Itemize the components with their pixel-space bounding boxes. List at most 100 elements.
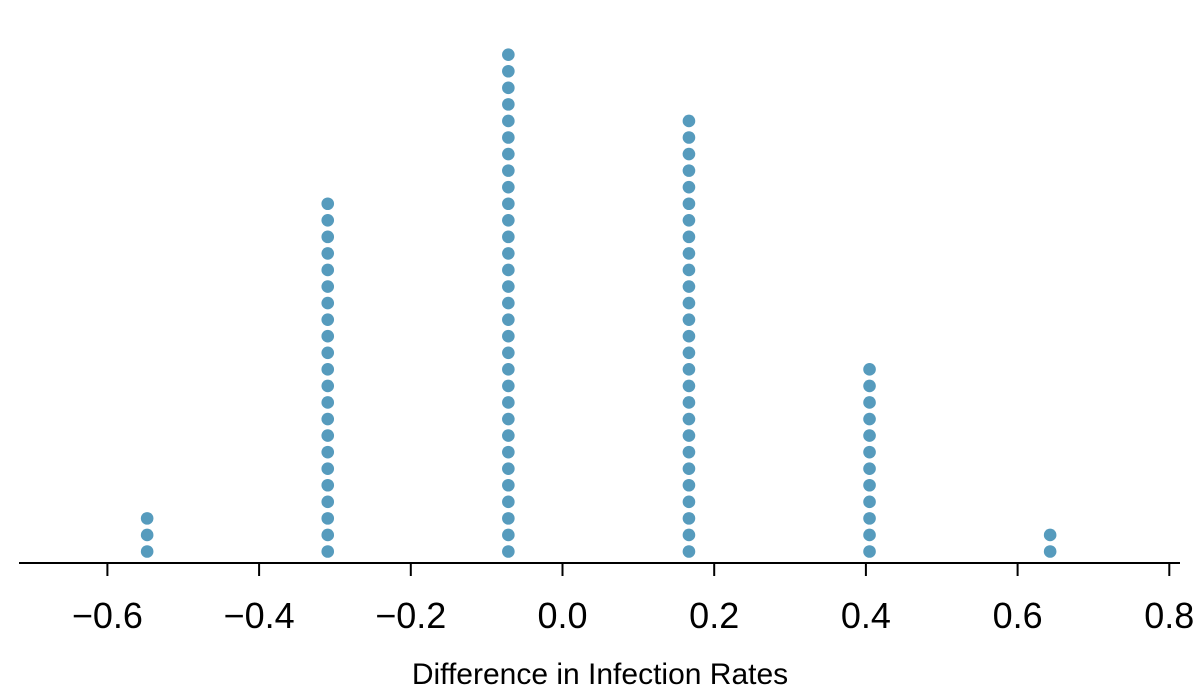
dot bbox=[321, 396, 335, 409]
dot bbox=[863, 429, 876, 442]
dot bbox=[140, 545, 154, 558]
dot bbox=[321, 296, 335, 310]
dot bbox=[502, 313, 515, 326]
dot bbox=[682, 412, 696, 426]
dot bbox=[321, 379, 335, 393]
dot bbox=[321, 230, 335, 244]
dot bbox=[321, 429, 335, 442]
dot bbox=[682, 214, 696, 227]
dot bbox=[321, 346, 335, 360]
dot bbox=[682, 180, 696, 194]
dot bbox=[682, 197, 696, 211]
dot bbox=[863, 512, 876, 525]
dot bbox=[502, 495, 515, 509]
dot bbox=[321, 478, 335, 492]
dot bbox=[321, 280, 335, 293]
dot bbox=[682, 280, 696, 293]
dot bbox=[502, 131, 515, 144]
dot bbox=[321, 197, 335, 211]
dot bbox=[682, 296, 696, 310]
dot bbox=[502, 412, 515, 426]
dot bbox=[863, 462, 876, 476]
dot bbox=[321, 528, 335, 542]
dot bbox=[682, 379, 696, 393]
dot bbox=[502, 64, 515, 78]
x-tick-label: 0.8 bbox=[1144, 595, 1194, 636]
dot bbox=[863, 379, 876, 393]
dot bbox=[682, 512, 696, 525]
dot bbox=[321, 214, 335, 227]
dot bbox=[682, 396, 696, 409]
dot bbox=[502, 396, 515, 409]
x-tick-label: 0.4 bbox=[841, 595, 891, 636]
dot bbox=[682, 147, 696, 161]
dot bbox=[140, 528, 154, 542]
dot bbox=[682, 346, 696, 360]
x-tick-label: 0.6 bbox=[993, 595, 1043, 636]
dot bbox=[682, 363, 696, 376]
dot bbox=[682, 429, 696, 442]
dot bbox=[502, 247, 515, 260]
dot bbox=[502, 346, 515, 360]
dot bbox=[863, 396, 876, 409]
dot bbox=[682, 462, 696, 476]
dot bbox=[502, 462, 515, 476]
dot bbox=[682, 329, 696, 343]
dot bbox=[863, 495, 876, 509]
dot bbox=[502, 114, 515, 128]
dot bbox=[863, 545, 876, 558]
dot bbox=[502, 545, 515, 558]
dot bbox=[863, 528, 876, 542]
dot bbox=[502, 81, 515, 95]
dot bbox=[502, 147, 515, 161]
dot bbox=[682, 164, 696, 177]
x-tick-label: −0.4 bbox=[224, 595, 295, 636]
dot bbox=[682, 247, 696, 260]
dot bbox=[682, 445, 696, 459]
dot bbox=[321, 313, 335, 326]
dot bbox=[1043, 528, 1057, 542]
dot bbox=[502, 280, 515, 293]
dot bbox=[502, 48, 515, 61]
dot bbox=[863, 412, 876, 426]
dot bbox=[863, 478, 876, 492]
dot bbox=[502, 445, 515, 459]
dot bbox=[682, 263, 696, 277]
x-tick-label: −0.2 bbox=[375, 595, 446, 636]
x-axis-title: Difference in Infection Rates bbox=[411, 658, 789, 691]
dot bbox=[321, 545, 335, 558]
dot bbox=[863, 445, 876, 459]
dot bbox=[682, 313, 696, 326]
dot bbox=[321, 462, 335, 476]
dot bbox=[502, 214, 515, 227]
dot bbox=[682, 495, 696, 509]
dotplot-canvas: −0.6 −0.4 −0.2 0.0 0.2 0.4 0.6 0.8 bbox=[19, 48, 1194, 636]
dot bbox=[502, 429, 515, 442]
dot bbox=[502, 329, 515, 343]
dot bbox=[682, 478, 696, 492]
dot bbox=[140, 512, 154, 525]
x-tick-label: −0.6 bbox=[72, 595, 143, 636]
x-tick-label: 0.0 bbox=[537, 595, 587, 636]
dot bbox=[502, 230, 515, 244]
dot bbox=[321, 495, 335, 509]
dot bbox=[502, 512, 515, 525]
dot bbox=[502, 528, 515, 542]
dot bbox=[682, 131, 696, 144]
dot bbox=[502, 363, 515, 376]
dot bbox=[321, 329, 335, 343]
dot bbox=[682, 114, 696, 128]
dot bbox=[682, 230, 696, 244]
dot bbox=[863, 363, 876, 376]
dot bbox=[502, 478, 515, 492]
x-tick-label: 0.2 bbox=[689, 595, 739, 636]
dot bbox=[321, 247, 335, 260]
dot bbox=[321, 445, 335, 459]
dot bbox=[502, 296, 515, 310]
dot bbox=[682, 528, 696, 542]
dot bbox=[502, 164, 515, 177]
dot bbox=[321, 412, 335, 426]
dot bbox=[321, 363, 335, 376]
dot bbox=[502, 98, 515, 111]
